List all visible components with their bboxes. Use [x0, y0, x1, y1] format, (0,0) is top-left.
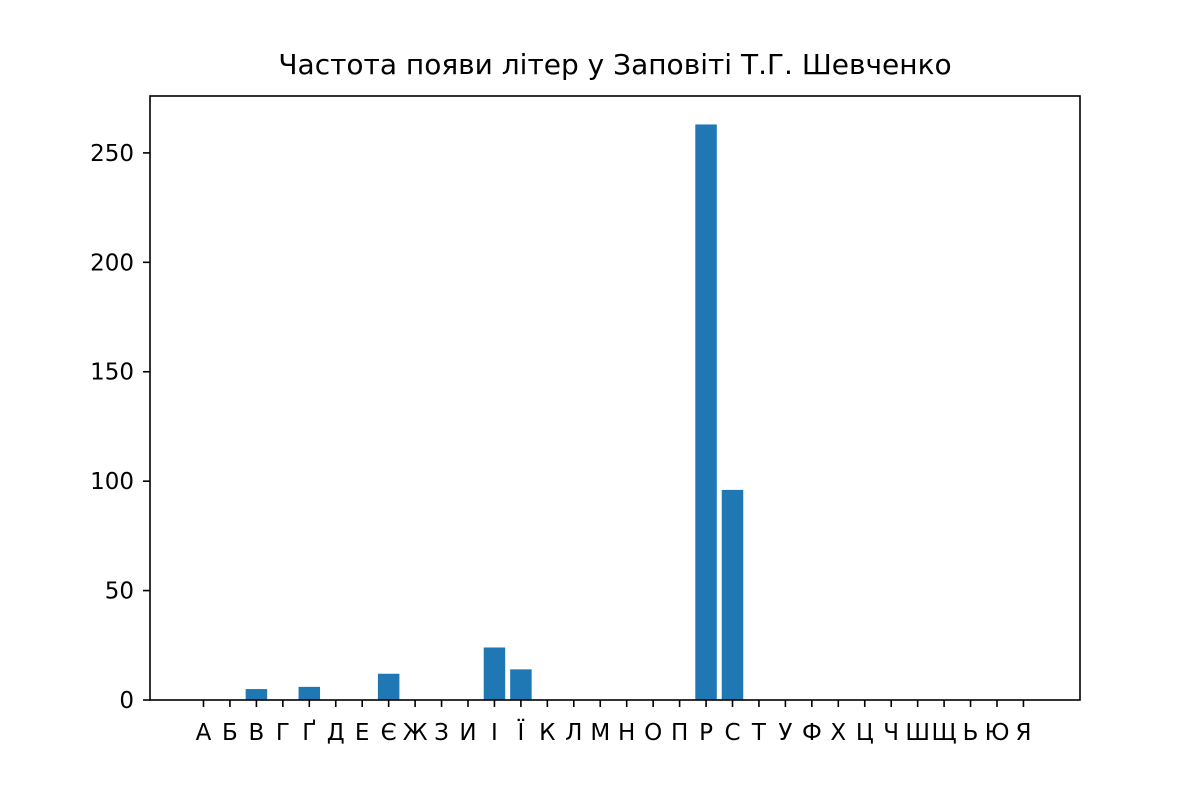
y-tick-label: 250 [90, 141, 134, 167]
y-tick-label: 100 [90, 469, 134, 495]
x-tick-label: Г [276, 720, 290, 746]
x-tick-label: Ї [518, 718, 525, 746]
x-tick-label: Ь [963, 720, 979, 746]
x-tick-label: І [491, 720, 498, 746]
x-tick-label: Х [830, 720, 846, 746]
x-tick-label: Ґ [302, 719, 316, 746]
x-tick-label: Я [1015, 720, 1031, 746]
x-tick-label: Т [751, 720, 767, 746]
x-tick-label: Р [699, 720, 713, 746]
x-tick-label: Ц [856, 720, 874, 746]
x-tick-label: С [724, 720, 740, 746]
bar [483, 647, 506, 700]
x-tick-label: Д [327, 720, 345, 746]
x-tick-label: Щ [932, 720, 957, 746]
x-tick-label: Е [355, 720, 370, 746]
x-tick-label: У [778, 720, 792, 746]
bar [510, 669, 532, 700]
y-tick-label: 0 [119, 688, 134, 714]
x-tick-label: Ш [905, 720, 930, 746]
x-tick-label: А [196, 720, 212, 746]
x-tick-label: П [671, 720, 688, 746]
x-tick-label: Є [381, 720, 397, 746]
x-tick-label: И [459, 720, 476, 746]
bar [721, 489, 744, 700]
x-tick-label: М [590, 720, 610, 746]
x-tick-label: Ч [883, 720, 899, 746]
plot-frame [149, 95, 1081, 701]
x-tick-label: Б [222, 720, 238, 746]
bar [298, 686, 321, 700]
x-tick-label: Ю [985, 720, 1010, 746]
y-tick-label: 200 [90, 250, 134, 276]
x-tick-label: Ф [802, 720, 822, 746]
x-tick-label: Л [565, 720, 582, 746]
y-tick-label: 50 [105, 579, 134, 605]
x-tick-label: К [539, 720, 555, 746]
bar [245, 689, 268, 700]
x-tick-label: В [249, 720, 265, 746]
bar [695, 124, 717, 700]
chart-title: Частота появи літер у Заповіті Т.Г. Шевч… [278, 48, 952, 81]
bar [377, 673, 400, 700]
x-tick-label: Ж [403, 720, 428, 746]
x-tick-label: Н [618, 720, 635, 746]
y-tick-label: 150 [90, 360, 134, 386]
x-tick-label: О [644, 720, 662, 746]
x-tick-label: З [434, 720, 449, 746]
